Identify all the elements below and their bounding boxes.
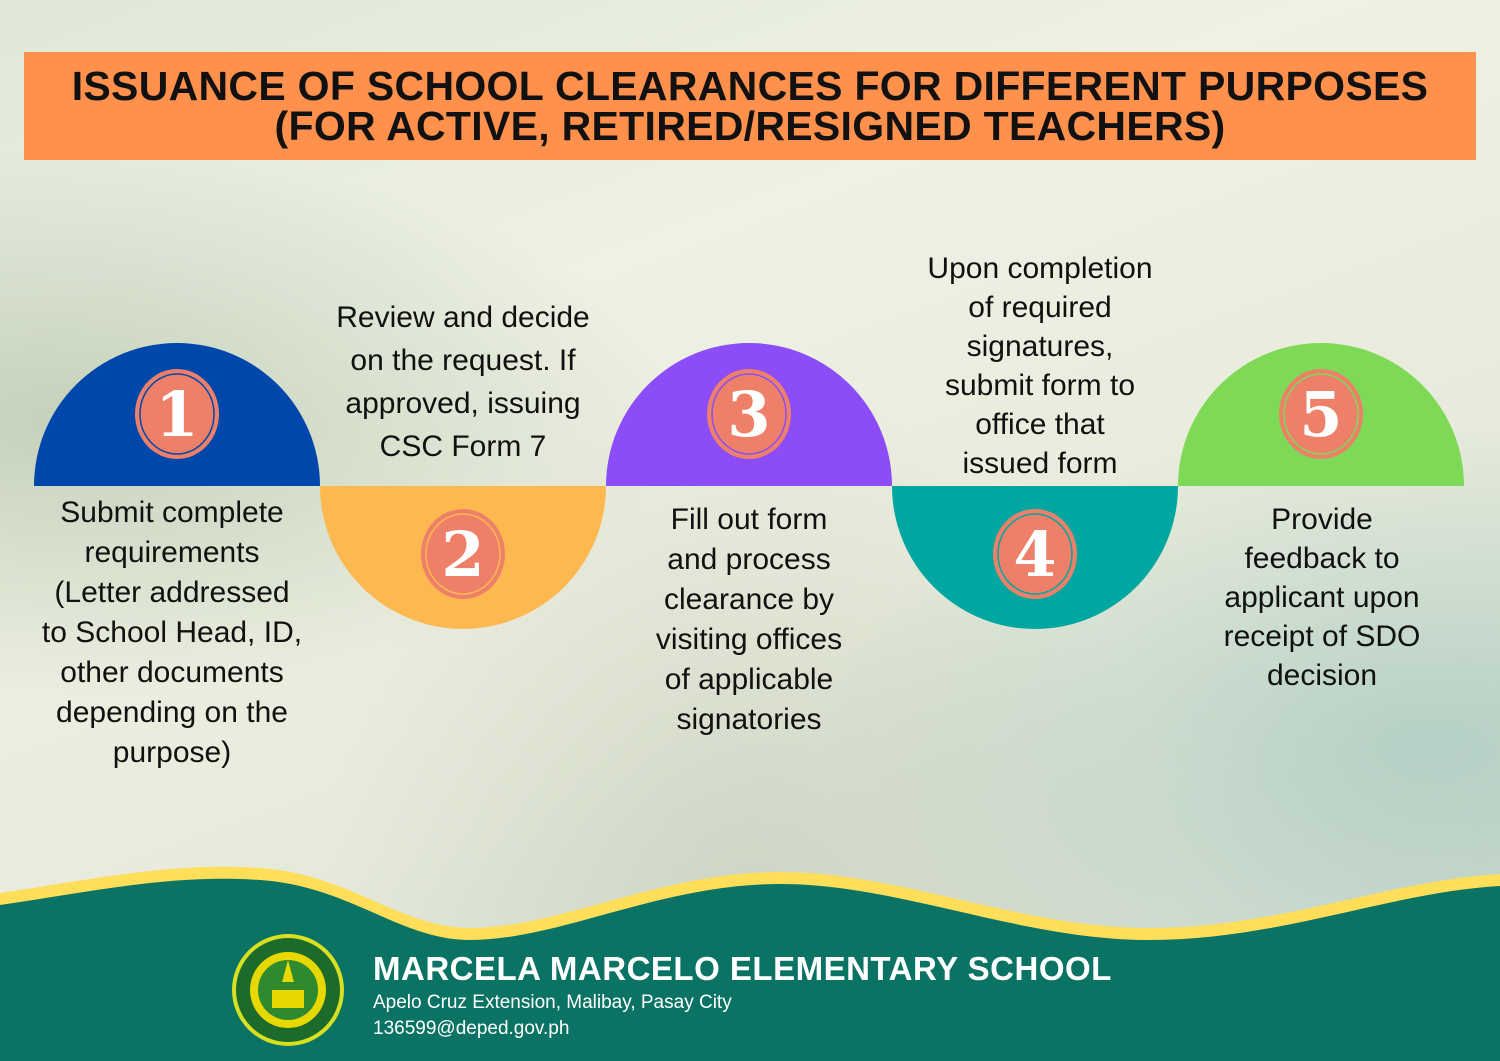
step-5-badge: 5 — [1279, 369, 1363, 459]
step-1-number: 1 — [155, 378, 198, 451]
school-address: Apelo Cruz Extension, Malibay, Pasay Cit… — [373, 992, 732, 1013]
step-3-badge: 3 — [707, 369, 791, 459]
school-name: MARCELA MARCELO ELEMENTARY SCHOOL — [373, 950, 1112, 987]
step-2-badge: 2 — [421, 509, 505, 599]
step-5-number: 5 — [1299, 378, 1342, 451]
step-3-description: Fill out form and process clearance by v… — [655, 503, 843, 736]
title-line-2: (FOR ACTIVE, RETIRED/RESIGNED TEACHERS) — [274, 103, 1226, 149]
step-1-badge: 1 — [135, 369, 219, 459]
step-2-description: Review and decide on the request. If app… — [336, 301, 590, 463]
step-5-description: Provide feedback to applicant upon recei… — [1223, 503, 1421, 692]
school-logo — [232, 934, 344, 1046]
step-2-number: 2 — [441, 518, 484, 591]
step-1-description: Submit complete requirements (Letter add… — [41, 496, 303, 769]
footer-band — [0, 878, 1500, 1061]
page-title: ISSUANCE OF SCHOOL CLEARANCES FOR DIFFER… — [24, 52, 1476, 160]
school-email: 136599@deped.gov.ph — [373, 1018, 570, 1039]
step-4-description: Upon completion of required signatures, … — [927, 252, 1153, 480]
title-line-1: ISSUANCE OF SCHOOL CLEARANCES FOR DIFFER… — [71, 63, 1429, 109]
step-4-number: 4 — [1013, 518, 1056, 591]
step-3-number: 3 — [727, 378, 770, 451]
step-4-badge: 4 — [993, 509, 1077, 599]
